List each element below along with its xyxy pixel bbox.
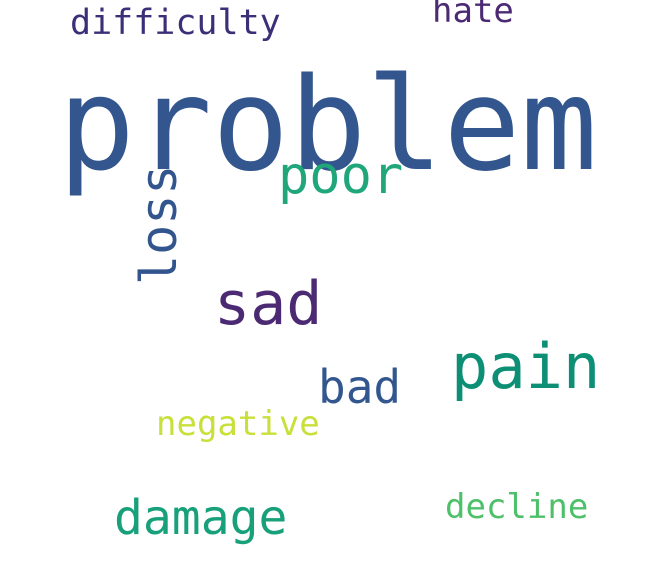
- word-bad: bad: [318, 360, 402, 414]
- word-sad: sad: [214, 269, 323, 339]
- word-decline: decline: [445, 487, 589, 527]
- word-poor: poor: [278, 146, 404, 206]
- word-negative: negative: [156, 404, 320, 444]
- word-loss: loss: [130, 164, 188, 285]
- word-difficulty: difficulty: [70, 3, 281, 43]
- word-damage: damage: [114, 490, 288, 546]
- word-problem: problem: [58, 51, 598, 200]
- word-pain: pain: [451, 330, 601, 403]
- word-hate: hate: [432, 0, 514, 31]
